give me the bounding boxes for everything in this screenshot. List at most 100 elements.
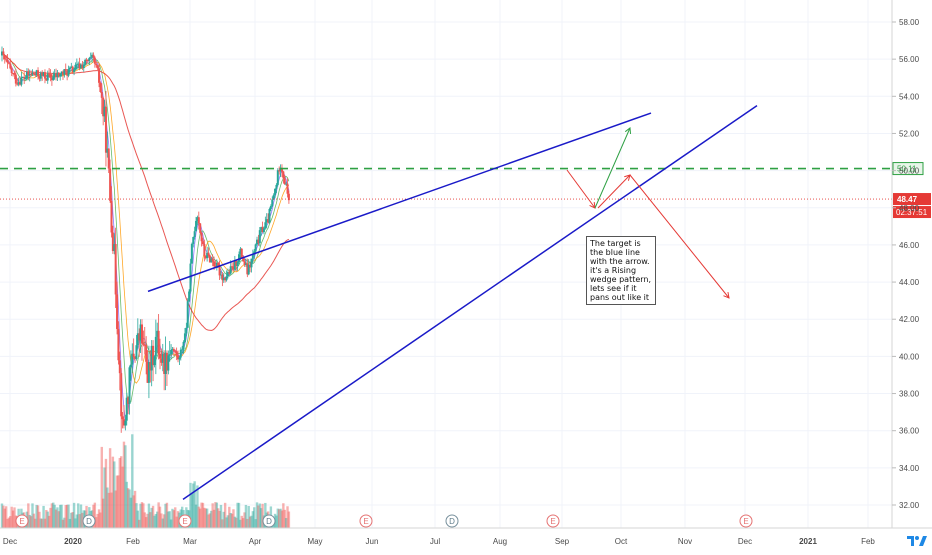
candle-body (276, 170, 279, 185)
candle-body (178, 357, 181, 360)
marker-circle (15, 514, 29, 528)
candle-body (143, 344, 146, 346)
volume-bar (67, 504, 70, 528)
candle-body (70, 66, 73, 68)
candle-body (240, 248, 243, 258)
volume-bar (192, 483, 195, 528)
candle-body (56, 72, 59, 78)
candle-body (280, 167, 283, 172)
volume-bar (104, 458, 108, 528)
candle-body (197, 217, 200, 224)
candle-body (21, 76, 24, 78)
volume-bar (160, 513, 163, 528)
candle-body (68, 67, 71, 70)
candle-body (82, 64, 85, 69)
volume-bar (167, 511, 170, 528)
volume-bar (7, 517, 11, 528)
marker-circle (546, 514, 560, 528)
candle-body (249, 264, 252, 268)
candle-body (14, 74, 17, 84)
candle-body (99, 82, 102, 93)
candle-body (96, 65, 99, 69)
candle-body (95, 63, 98, 66)
volume-bar (81, 512, 84, 528)
lower-wedge-line (182, 104, 758, 501)
candle-body (129, 364, 132, 368)
volume-bar (96, 513, 99, 528)
volume-bar (200, 502, 203, 528)
volume-bar (168, 511, 171, 528)
volume-bar (223, 502, 227, 528)
annotation-note[interactable]: The target is the blue line with the arr… (586, 236, 656, 305)
volume-bar (153, 515, 156, 528)
marker-circle (445, 514, 459, 528)
volume-bar (282, 503, 285, 528)
volume-bar (287, 511, 291, 528)
candle-body (116, 294, 119, 329)
x-tick-label: 2021 (799, 537, 817, 546)
candle-body (91, 54, 94, 58)
candle-body (113, 244, 116, 252)
candle-body (16, 83, 19, 85)
candle-body (81, 64, 84, 69)
candle-body (222, 277, 225, 281)
candle-body (203, 244, 206, 256)
candle-body (254, 244, 257, 252)
candle-body (146, 361, 149, 383)
marker-label: E (19, 517, 24, 526)
volume-bar (101, 498, 105, 528)
volume-bar (72, 502, 76, 528)
volume-bar (169, 519, 173, 528)
candle-body (182, 341, 185, 350)
candle-body (55, 73, 58, 78)
horizontal-levels[interactable]: 50.11 48.47 02:37:51 (0, 162, 931, 219)
volume-bar (210, 510, 213, 528)
earnings-marker: E (359, 514, 373, 528)
candle-body (251, 254, 254, 259)
volume-bar (261, 503, 264, 528)
candle-body (3, 55, 6, 60)
volume-bar (74, 518, 77, 528)
candle-body (157, 330, 160, 354)
volume-bar (239, 519, 242, 528)
x-tick-label: Dec (3, 537, 17, 546)
candle-body (250, 258, 253, 268)
volume-bar (121, 466, 124, 528)
y-tick-label: 34.00 (899, 464, 920, 473)
volume-bar (230, 513, 234, 528)
candle-body (172, 349, 175, 352)
candle-body (199, 223, 202, 233)
volume-bar (218, 510, 221, 528)
candle-body (186, 301, 189, 328)
volume-bar (34, 518, 37, 528)
candle-body (200, 232, 203, 242)
volume-bar (241, 518, 245, 528)
volume-bar (100, 446, 103, 528)
rising-wedge[interactable] (147, 104, 758, 501)
candle-body (265, 219, 268, 223)
volume-bar (196, 485, 199, 528)
candle-body (13, 73, 16, 75)
candle-body (64, 69, 67, 71)
volume-bar (151, 505, 155, 528)
volume-bar (165, 502, 169, 528)
candle-body (229, 266, 232, 274)
volume-bar (236, 502, 239, 528)
projection-arrows[interactable] (566, 127, 730, 299)
candle-body (274, 188, 277, 196)
candle-body (207, 252, 210, 256)
moving-average-line (1, 51, 290, 421)
y-tick-label: 50.00 (899, 167, 920, 176)
candle-body (213, 261, 216, 267)
candle-body (244, 263, 247, 265)
volume-bar (157, 502, 160, 528)
x-tick-label: Feb (861, 537, 875, 546)
candle-body (192, 236, 195, 244)
volume-bar (279, 508, 282, 528)
candle-body (175, 351, 178, 356)
candle-body (188, 291, 191, 302)
candle-body (10, 68, 13, 74)
volume-bar (243, 512, 246, 528)
